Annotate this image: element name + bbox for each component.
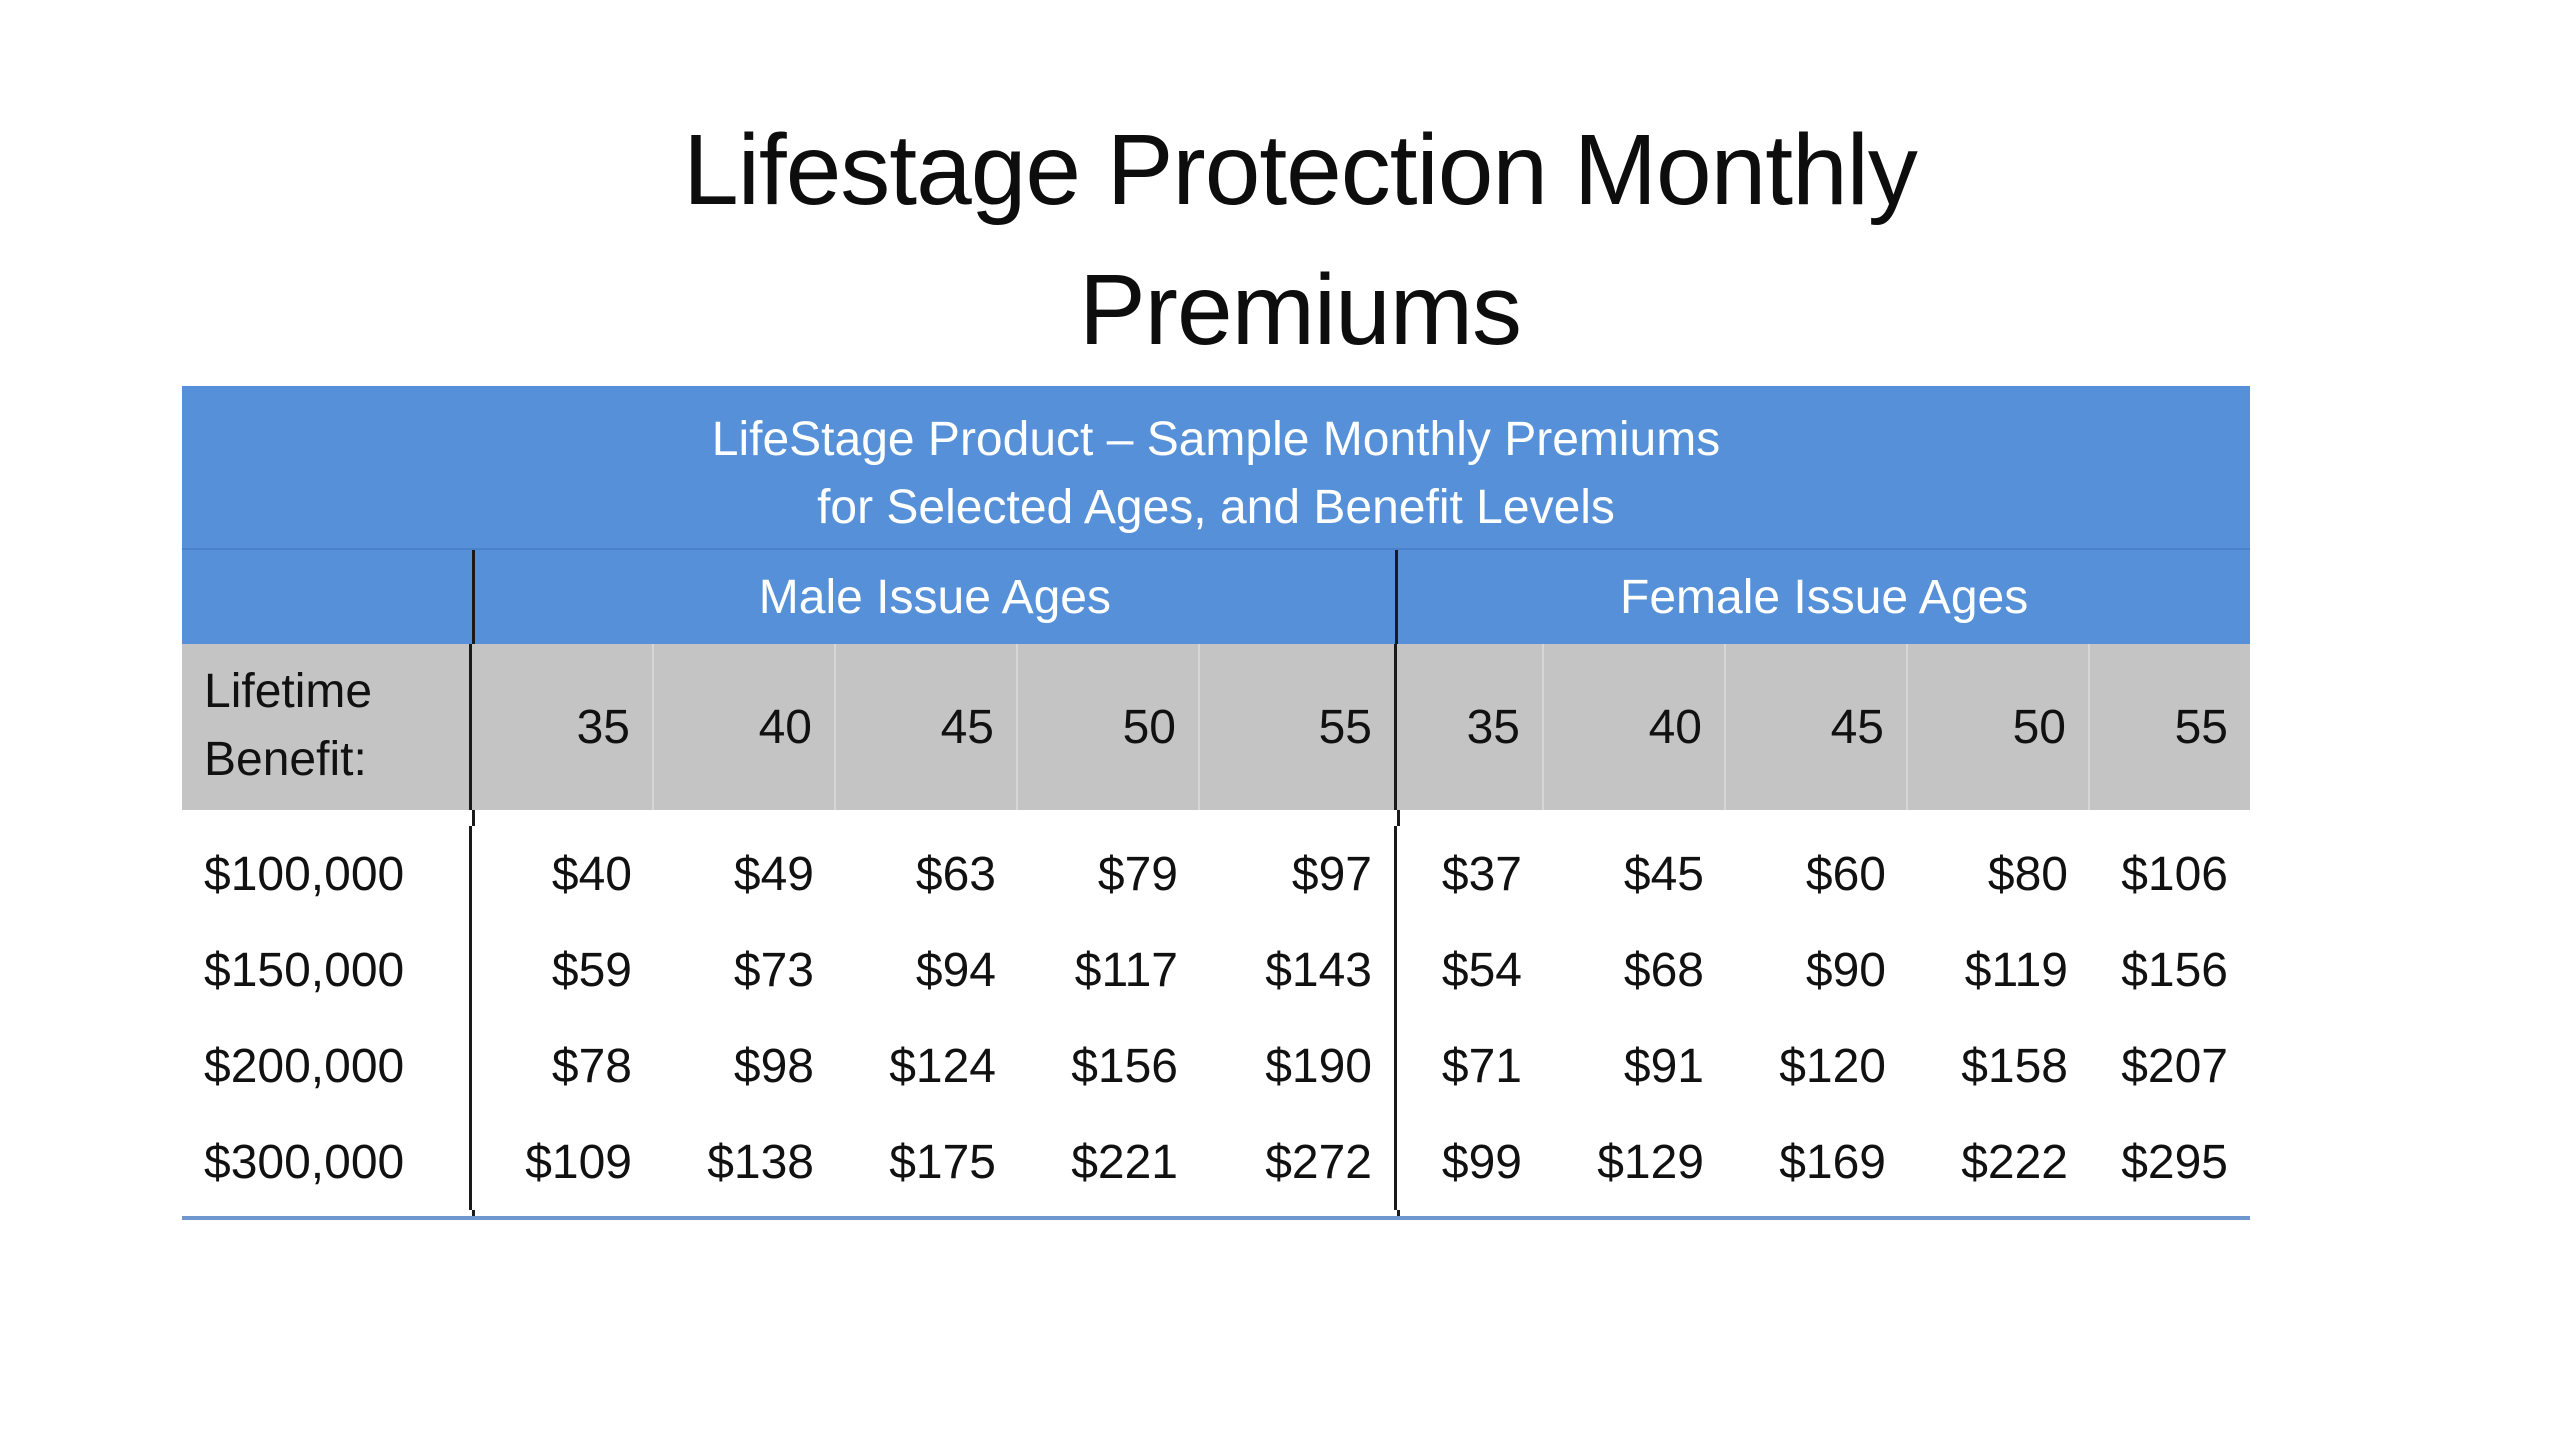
female-premium-cell: $158: [1961, 1039, 2068, 1093]
benefit-amount: $200,000: [182, 1018, 472, 1114]
female-premium-cell: $295: [2121, 1135, 2228, 1189]
male-premium-cell: $117: [1074, 943, 1178, 997]
female-premium-cell: $37: [1441, 847, 1522, 901]
female-premium-cell: $60: [1805, 847, 1886, 901]
female-premium-cell: $45: [1623, 847, 1704, 901]
male-premium-cell: $94: [915, 943, 996, 997]
table-banner-line-2: for Selected Ages, and Benefit Levels: [817, 481, 1615, 534]
male-premium-cell: $49: [733, 847, 814, 901]
male-premium-cell: $272: [1200, 1114, 1397, 1210]
male-age-header: 55: [1200, 644, 1397, 810]
male-premium-cell: $156: [1071, 1039, 1178, 1093]
table-row: $150,000 $59 $73 $94 $117 $143 $54 $68 $…: [182, 922, 2250, 1018]
table-banner-line-1: LifeStage Product – Sample Monthly Premi…: [711, 413, 1721, 466]
female-premium-cell: $222: [1961, 1135, 2068, 1189]
male-age-header: 40: [654, 644, 836, 810]
male-issue-ages-header: Male Issue Ages: [475, 550, 1399, 644]
slide-title-line-1: Lifestage Protection Monthly: [683, 114, 1918, 226]
male-premium-cell: $79: [1097, 847, 1178, 901]
female-age-header: 40: [1544, 644, 1726, 810]
table-banner: LifeStage Product – Sample Monthly Premi…: [182, 386, 2250, 550]
female-age-header: 50: [1908, 644, 2090, 810]
table-body-spacer: [182, 810, 2250, 826]
female-premium-cell: $90: [1805, 943, 1886, 997]
female-premium-cell: $68: [1623, 943, 1704, 997]
male-premium-cell: $97: [1200, 826, 1397, 922]
female-premium-cell: $120: [1779, 1039, 1886, 1093]
age-header-row: Lifetime Benefit: 35 40 45 50 55 35 40 4…: [182, 644, 2250, 810]
female-age-header: 55: [2174, 700, 2228, 754]
female-premium-cell: $169: [1779, 1135, 1886, 1189]
female-premium-cell: $156: [2121, 943, 2228, 997]
premium-table: LifeStage Product – Sample Monthly Premi…: [182, 386, 2250, 1220]
female-premium-cell: $207: [2121, 1039, 2228, 1093]
benefit-amount: $150,000: [182, 922, 472, 1018]
female-premium-cell: $119: [1964, 943, 2068, 997]
male-age-header: 45: [836, 644, 1018, 810]
male-premium-cell: $221: [1071, 1135, 1178, 1189]
male-premium-cell: $59: [551, 943, 632, 997]
group-header-corner: [182, 550, 475, 644]
male-premium-cell: $143: [1200, 922, 1397, 1018]
table-body-spacer: [182, 1210, 2250, 1216]
male-premium-cell: $175: [889, 1135, 996, 1189]
female-premium-cell: $54: [1441, 943, 1522, 997]
female-premium-cell: $91: [1623, 1039, 1704, 1093]
slide-title-line-2: Premiums: [1078, 254, 1522, 366]
group-header-row: Male Issue Ages Female Issue Ages: [182, 550, 2250, 644]
male-premium-cell: $124: [889, 1039, 996, 1093]
female-premium-cell: $106: [2121, 847, 2228, 901]
male-premium-cell: $109: [525, 1135, 632, 1189]
lifetime-benefit-label-line-1: Lifetime: [204, 665, 373, 718]
male-premium-cell: $138: [707, 1135, 814, 1189]
female-premium-cell: $129: [1597, 1135, 1704, 1189]
male-premium-cell: $190: [1200, 1018, 1397, 1114]
benefit-amount: $100,000: [182, 826, 472, 922]
female-issue-ages-header: Female Issue Ages: [1620, 570, 2029, 624]
male-premium-cell: $73: [733, 943, 814, 997]
lifetime-benefit-label-line-2: Benefit:: [204, 733, 367, 786]
male-premium-cell: $98: [733, 1039, 814, 1093]
female-premium-cell: $71: [1441, 1039, 1522, 1093]
male-premium-cell: $63: [915, 847, 996, 901]
benefit-amount: $300,000: [182, 1114, 472, 1210]
lifetime-benefit-label: Lifetime Benefit:: [182, 644, 472, 810]
male-premium-cell: $40: [551, 847, 632, 901]
female-age-header: 35: [1397, 644, 1544, 810]
male-premium-cell: $78: [551, 1039, 632, 1093]
table-row: $200,000 $78 $98 $124 $156 $190 $71 $91 …: [182, 1018, 2250, 1114]
table-row: $100,000 $40 $49 $63 $79 $97 $37 $45 $60…: [182, 826, 2250, 922]
female-premium-cell: $80: [1987, 847, 2068, 901]
female-age-header: 45: [1726, 644, 1908, 810]
male-age-header: 35: [472, 644, 654, 810]
slide-title: Lifestage Protection Monthly Premiums: [480, 100, 2120, 380]
table-row: $300,000 $109 $138 $175 $221 $272 $99 $1…: [182, 1114, 2250, 1210]
male-age-header: 50: [1018, 644, 1200, 810]
female-premium-cell: $99: [1441, 1135, 1522, 1189]
